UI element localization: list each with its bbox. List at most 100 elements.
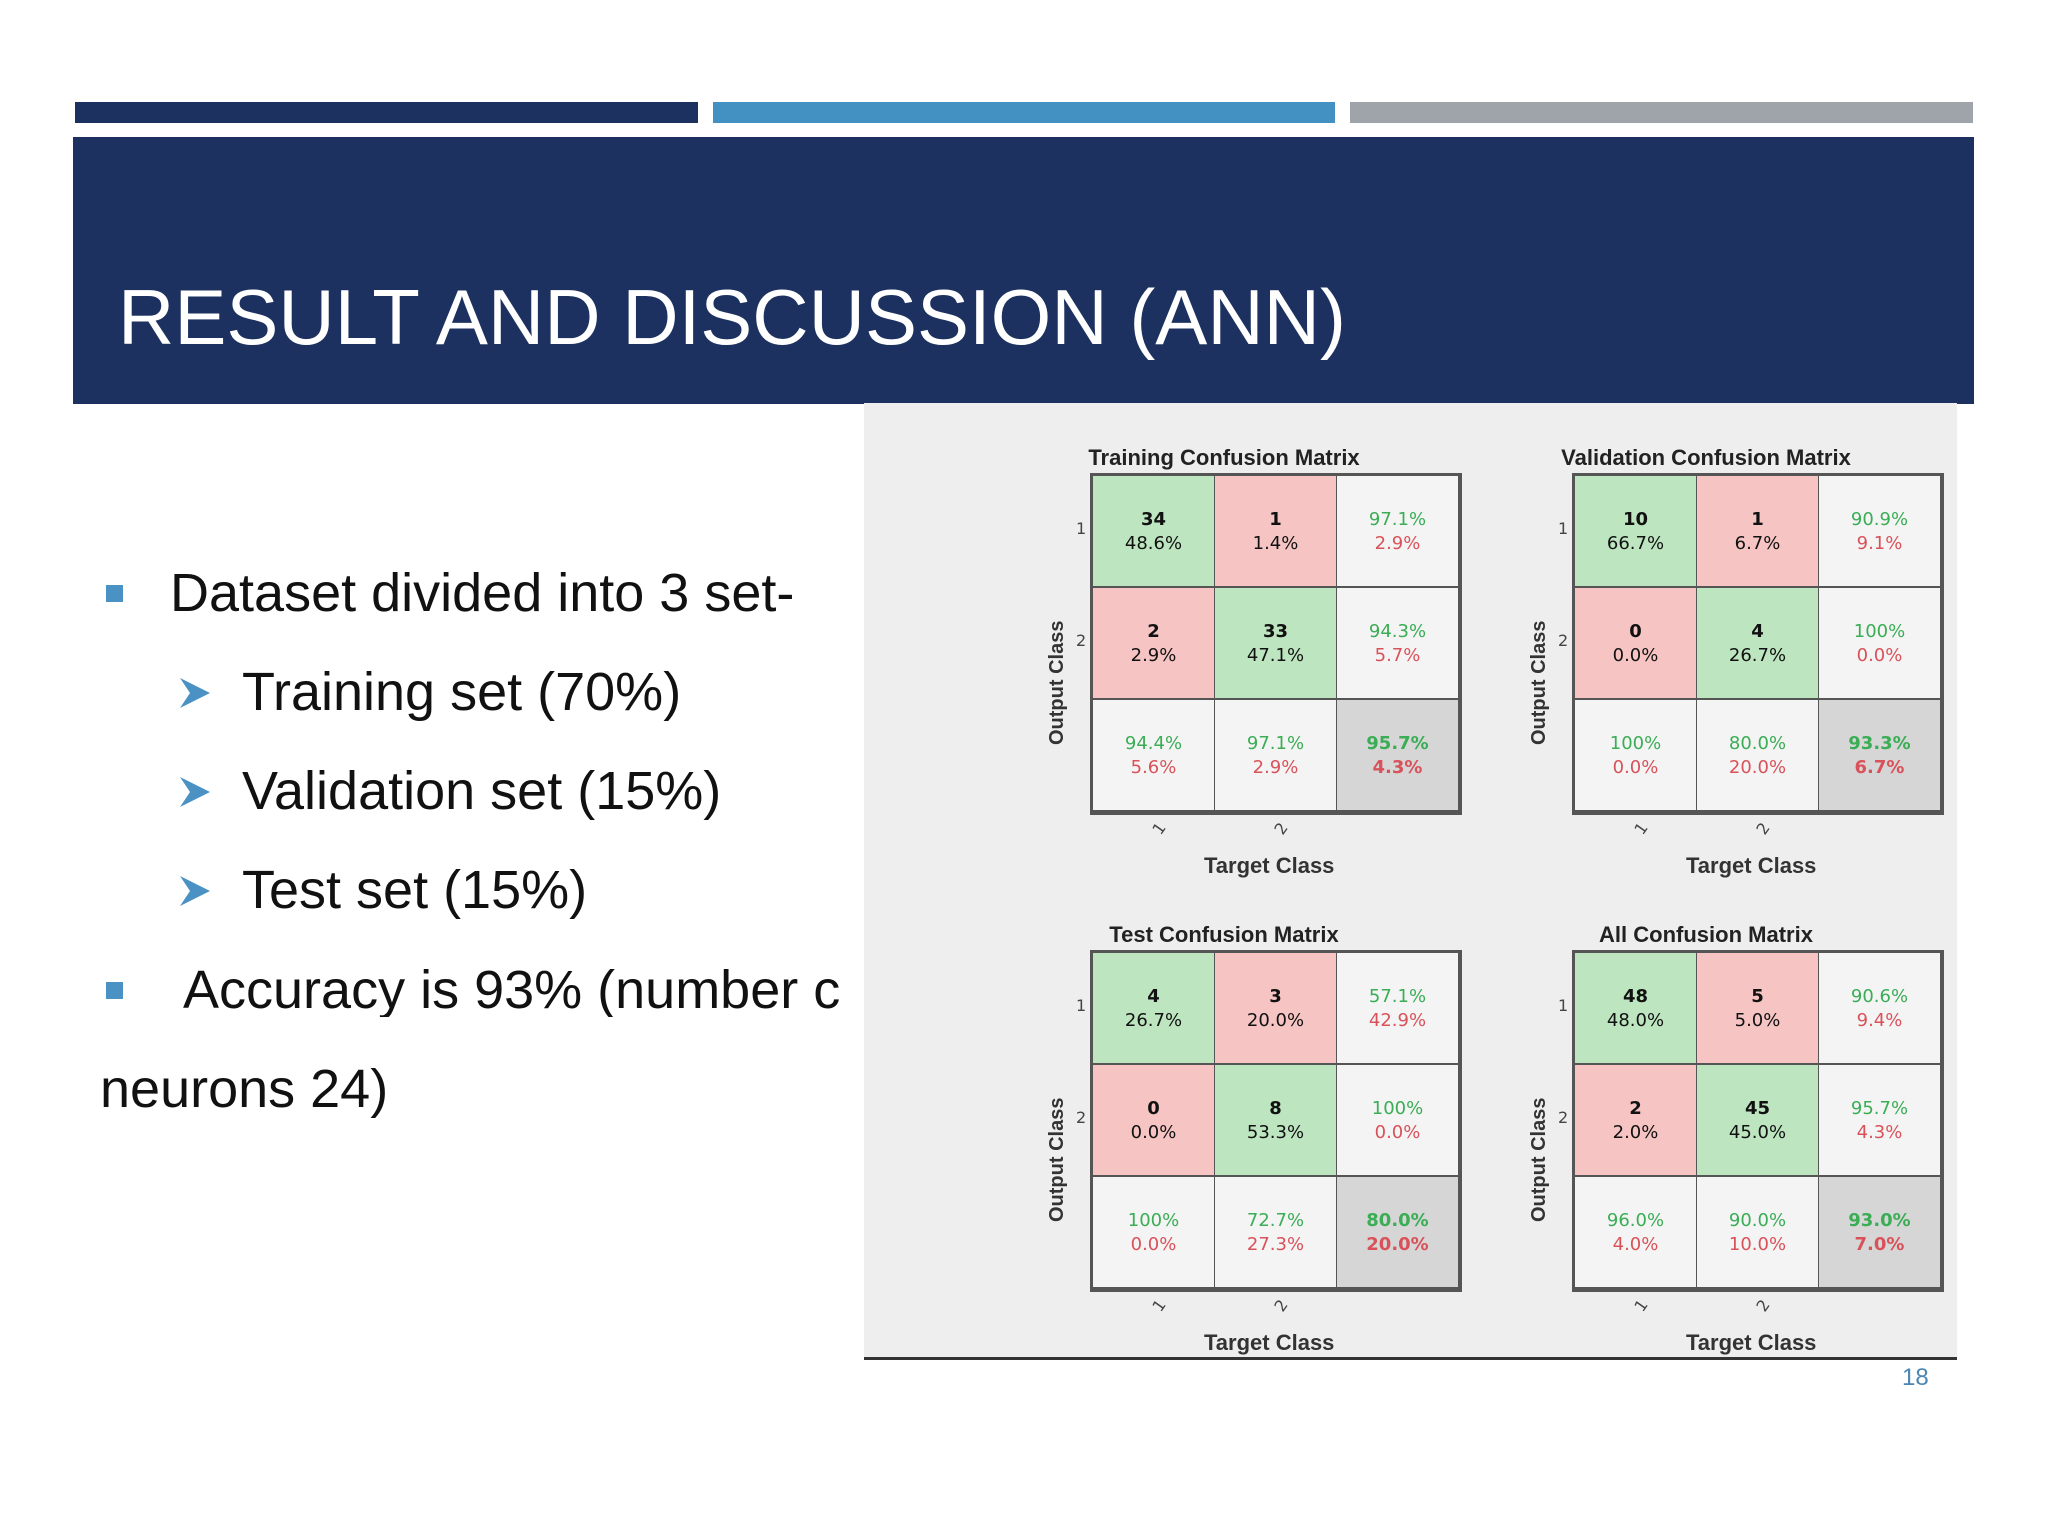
cell-percent: 47.1% — [1246, 645, 1305, 666]
confusion-matrices-figure: Training Confusion Matrix 34 48.6% 1 1.4% 97.… — [864, 403, 1957, 1358]
cell-value: 93.0% — [1848, 1210, 1911, 1231]
cell-value: 96.0% — [1606, 1210, 1665, 1231]
slide-title: RESULT AND DISCUSSION (ANN) — [118, 273, 1346, 361]
cell-value: 45 — [1744, 1098, 1771, 1119]
cell-value: 10 — [1622, 509, 1649, 530]
cell-value: 100% — [1127, 1210, 1180, 1231]
x-axis-label: Target Class — [1686, 853, 1817, 878]
matrix-cell: 94.4% 5.6% — [1093, 700, 1214, 810]
sub-bullet-validation: Validation set (15%) — [242, 761, 722, 821]
matrix-cell: 2 2.0% — [1575, 1065, 1696, 1175]
cell-value: 0 — [1629, 621, 1642, 642]
x-tick-label: 2 — [1752, 818, 1774, 839]
matrix-cell: 100% 0.0% — [1575, 700, 1696, 810]
matrix-cell: 80.0% 20.0% — [1697, 700, 1818, 810]
confusion-matrix-panel: All Confusion Matrix 48 48.0% 5 5.0% 90.6% 9.4… — [1446, 922, 1946, 1358]
cell-percent: 0.0% — [1612, 645, 1659, 666]
matrix-cell: 0 0.0% — [1575, 588, 1696, 698]
x-tick-label: 1 — [1630, 1295, 1652, 1316]
cell-percent: 2.9% — [1130, 645, 1177, 666]
matrix-cell: 97.1% 2.9% — [1215, 700, 1336, 810]
matrix-cell: 33 47.1% — [1215, 588, 1336, 698]
matrix-cell: 34 48.6% — [1093, 476, 1214, 586]
matrix-cell: 0 0.0% — [1093, 1065, 1214, 1175]
matrix-cell: 94.3% 5.7% — [1337, 588, 1458, 698]
cell-value: 100% — [1853, 621, 1906, 642]
cell-value: 1 — [1269, 509, 1282, 530]
cell-percent: 48.0% — [1606, 1010, 1665, 1031]
cell-value: 3 — [1269, 986, 1282, 1007]
cell-value: 48 — [1622, 986, 1649, 1007]
cell-value: 4 — [1751, 621, 1764, 642]
x-axis-label: Target Class — [1204, 853, 1335, 878]
cell-percent: 0.0% — [1130, 1122, 1177, 1143]
y-axis-label: Output Class — [1528, 620, 1550, 745]
cell-percent: 5.0% — [1734, 1010, 1781, 1031]
cell-value: 100% — [1609, 733, 1662, 754]
square-bullet-icon — [106, 585, 123, 602]
cell-value: 93.3% — [1848, 733, 1911, 754]
cell-value: 33 — [1262, 621, 1289, 642]
cell-percent: 53.3% — [1246, 1122, 1305, 1143]
matrix-cell: 1 6.7% — [1697, 476, 1818, 586]
row-tick-label: 2 — [1558, 631, 1569, 650]
sub-bullet-test: Test set (15%) — [242, 860, 588, 920]
matrix-cell: 4 26.7% — [1093, 953, 1214, 1063]
confusion-matrix-panel: Training Confusion Matrix 34 48.6% 1 1.4% 97.… — [964, 445, 1464, 915]
matrix-cell: 48 48.0% — [1575, 953, 1696, 1063]
cell-value: 8 — [1269, 1098, 1282, 1119]
matrix-cell: 5 5.0% — [1697, 953, 1818, 1063]
matrix-cell: 1 1.4% — [1215, 476, 1336, 586]
arrow-bullet-icon — [180, 777, 210, 807]
cell-percent: 26.7% — [1728, 645, 1787, 666]
cell-percent: 0.0% — [1612, 757, 1659, 778]
cell-percent: 0.0% — [1374, 1122, 1421, 1143]
cell-value: 2 — [1147, 621, 1160, 642]
matrix-cell: 95.7% 4.3% — [1819, 1065, 1940, 1175]
row-tick-label: 2 — [1558, 1108, 1569, 1127]
cell-percent: 6.7% — [1734, 533, 1781, 554]
confusion-matrix-panel: Validation Confusion Matrix 10 66.7% 1 6.7% 9… — [1446, 445, 1946, 915]
cell-percent: 0.0% — [1856, 645, 1903, 666]
cell-value: 100% — [1371, 1098, 1424, 1119]
cell-value: 95.7% — [1366, 733, 1429, 754]
sub-bullet-training: Training set (70%) — [242, 662, 682, 722]
matrix-cell: 90.6% 9.4% — [1819, 953, 1940, 1063]
matrix-cell: 72.7% 27.3% — [1215, 1177, 1336, 1287]
matrix-title: All Confusion Matrix — [1599, 922, 1813, 947]
bullet-dataset-text: Dataset divided into 3 set- — [170, 563, 795, 623]
row-tick-label: 1 — [1558, 519, 1569, 538]
matrix-cell: 90.9% 9.1% — [1819, 476, 1940, 586]
cell-percent: 66.7% — [1606, 533, 1665, 554]
cell-value: 94.3% — [1368, 621, 1427, 642]
cell-percent: 0.0% — [1130, 1234, 1177, 1255]
matrix-cell: 10 66.7% — [1575, 476, 1696, 586]
cell-value: 2 — [1629, 1098, 1642, 1119]
cell-percent: 26.7% — [1124, 1010, 1183, 1031]
cell-percent: 45.0% — [1728, 1122, 1787, 1143]
row-tick-label: 1 — [1076, 519, 1087, 538]
cell-percent: 9.1% — [1856, 533, 1903, 554]
matrix-title: Training Confusion Matrix — [1088, 445, 1360, 470]
cell-value: 0 — [1147, 1098, 1160, 1119]
title-band — [73, 137, 1974, 404]
matrix-cell: 93.3% 6.7% — [1819, 700, 1940, 810]
matrix-cell: 100% 0.0% — [1337, 1065, 1458, 1175]
cell-percent: 4.3% — [1372, 757, 1423, 778]
matrix-cell: 100% 0.0% — [1819, 588, 1940, 698]
cell-value: 97.1% — [1246, 733, 1305, 754]
row-tick-label: 1 — [1558, 996, 1569, 1015]
matrix-cell: 100% 0.0% — [1093, 1177, 1214, 1287]
matrix-grid: 10 66.7% 1 6.7% 90.9% 9.1% 0 0.0% 4 26.7% 100% 0.0%… — [1572, 473, 1944, 815]
matrix-cell: 8 53.3% — [1215, 1065, 1336, 1175]
matrix-cell: 96.0% 4.0% — [1575, 1177, 1696, 1287]
y-axis-label: Output Class — [1046, 620, 1068, 745]
top-accent-bar-dark — [75, 102, 698, 123]
cell-value: 90.0% — [1728, 1210, 1787, 1231]
cell-value: 5 — [1751, 986, 1764, 1007]
row-tick-label: 2 — [1076, 631, 1087, 650]
bullet-accuracy-continued: neurons 24) — [100, 1059, 389, 1119]
square-bullet-icon — [106, 982, 123, 999]
cell-percent: 2.9% — [1374, 533, 1421, 554]
bullet-accuracy-text: Accuracy is 93% (number c — [183, 963, 841, 1017]
